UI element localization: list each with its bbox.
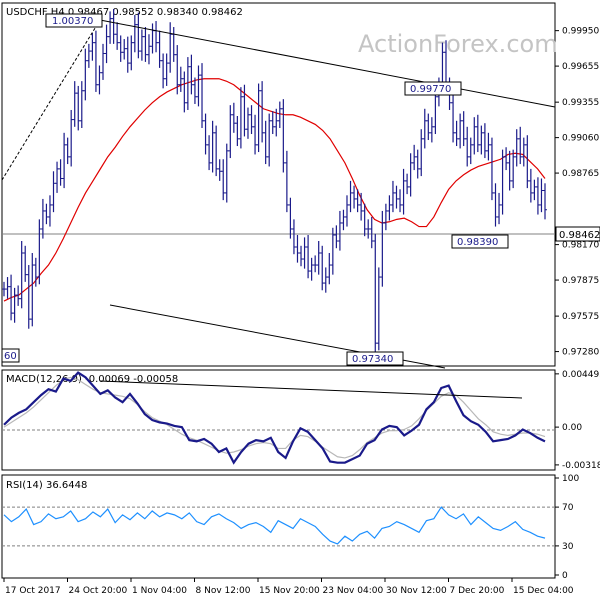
time-tick-label: 30 Nov 12:00	[386, 586, 447, 596]
price-tick-label: 0.97280	[562, 348, 599, 358]
annotation-low: 0.97340	[346, 351, 404, 366]
current-price-tag: 0.98462	[555, 226, 600, 242]
time-axis: 17 Oct 2017 24 Oct 20:00 1 Nov 04:00 8 Nov …	[3, 578, 574, 596]
time-tick-label: 7 Dec 20:00	[450, 586, 505, 596]
time-tick-label: 1 Nov 04:00	[132, 586, 187, 596]
sma-line-path	[3, 78, 546, 302]
rsi-label: RSI(14) 36.6448	[6, 480, 87, 491]
annotation-left-label: 60	[4, 351, 17, 362]
price-tick-label: 0.99655	[562, 62, 599, 72]
rsi-tick-label: 0	[562, 571, 568, 581]
rsi-tick-label: 30	[562, 542, 574, 552]
time-tick-label: 17 Oct 2017	[5, 586, 61, 596]
price-tick-label: 0.97575	[562, 312, 599, 322]
price-tick-label: 0.98765	[562, 169, 599, 179]
annotation-low-label: 0.97340	[352, 354, 393, 365]
annotation-high: 1.00370	[45, 13, 103, 28]
time-tick-label: 8 Nov 12:00	[196, 586, 251, 596]
rsi-tick-label: 100	[562, 474, 579, 484]
rsi-tick-label: 70	[562, 503, 574, 513]
macd-tick-label: 0.00	[562, 423, 582, 433]
annotation-support-label: 0.98390	[457, 237, 498, 248]
price-tick-label: 0.98170	[562, 241, 599, 251]
macd-tick-label: 0.004493	[562, 370, 600, 380]
rsi-panel	[1, 474, 556, 579]
price-tick-label: 1.00245	[562, 0, 599, 1]
macd-trend-line	[99, 380, 523, 399]
price-bars	[2, 9, 547, 353]
annotation-peak-label: 0.99770	[410, 84, 451, 95]
macd-main-line	[3, 371, 546, 465]
sma-line	[3, 78, 546, 302]
current-price-tag-label: 0.98462	[559, 230, 600, 241]
macd-panel	[1, 369, 556, 471]
time-tick-label: 15 Dec 04:00	[513, 586, 574, 596]
rsi-line-path	[3, 506, 546, 545]
time-tick-label: 15 Nov 20:00	[259, 586, 320, 596]
price-tick-label: 0.99950	[562, 27, 599, 37]
annotation-peak: 0.99770	[404, 81, 462, 96]
macd-tick-label: -0.003188	[562, 461, 600, 471]
annotation-high-label: 1.00370	[52, 16, 93, 27]
macd-lines	[3, 371, 546, 465]
macd-axis-ticks: 0.004493 0.00 -0.003188	[555, 370, 600, 471]
rsi-levels	[2, 506, 555, 547]
time-tick-label: 23 Nov 04:00	[323, 586, 384, 596]
time-tick-label: 24 Oct 20:00	[69, 586, 128, 596]
price-axis-ticks: 1.00245 0.99950 0.99655 0.99355 0.99060 0.987…	[555, 0, 599, 358]
annotation-support: 0.98390	[451, 234, 509, 249]
chart-title: USDCHF,H4 0.98467 0.98552 0.98340 0.9846…	[6, 7, 243, 18]
support-trend-line	[1, 19, 101, 181]
price-tick-label: 0.99060	[562, 134, 599, 144]
rsi-line	[3, 506, 546, 545]
price-panel	[1, 2, 556, 367]
channel-upper-line	[99, 19, 556, 108]
annotation-left: 60	[1, 348, 20, 363]
watermark: ActionForex.com	[358, 30, 558, 58]
price-tick-label: 0.97875	[562, 276, 599, 286]
price-tick-label: 0.99355	[562, 98, 599, 108]
macd-label: MACD(12,26,9) -0.00069 -0.00058	[6, 374, 178, 385]
rsi-axis-ticks: 100 70 30 0	[555, 474, 579, 581]
